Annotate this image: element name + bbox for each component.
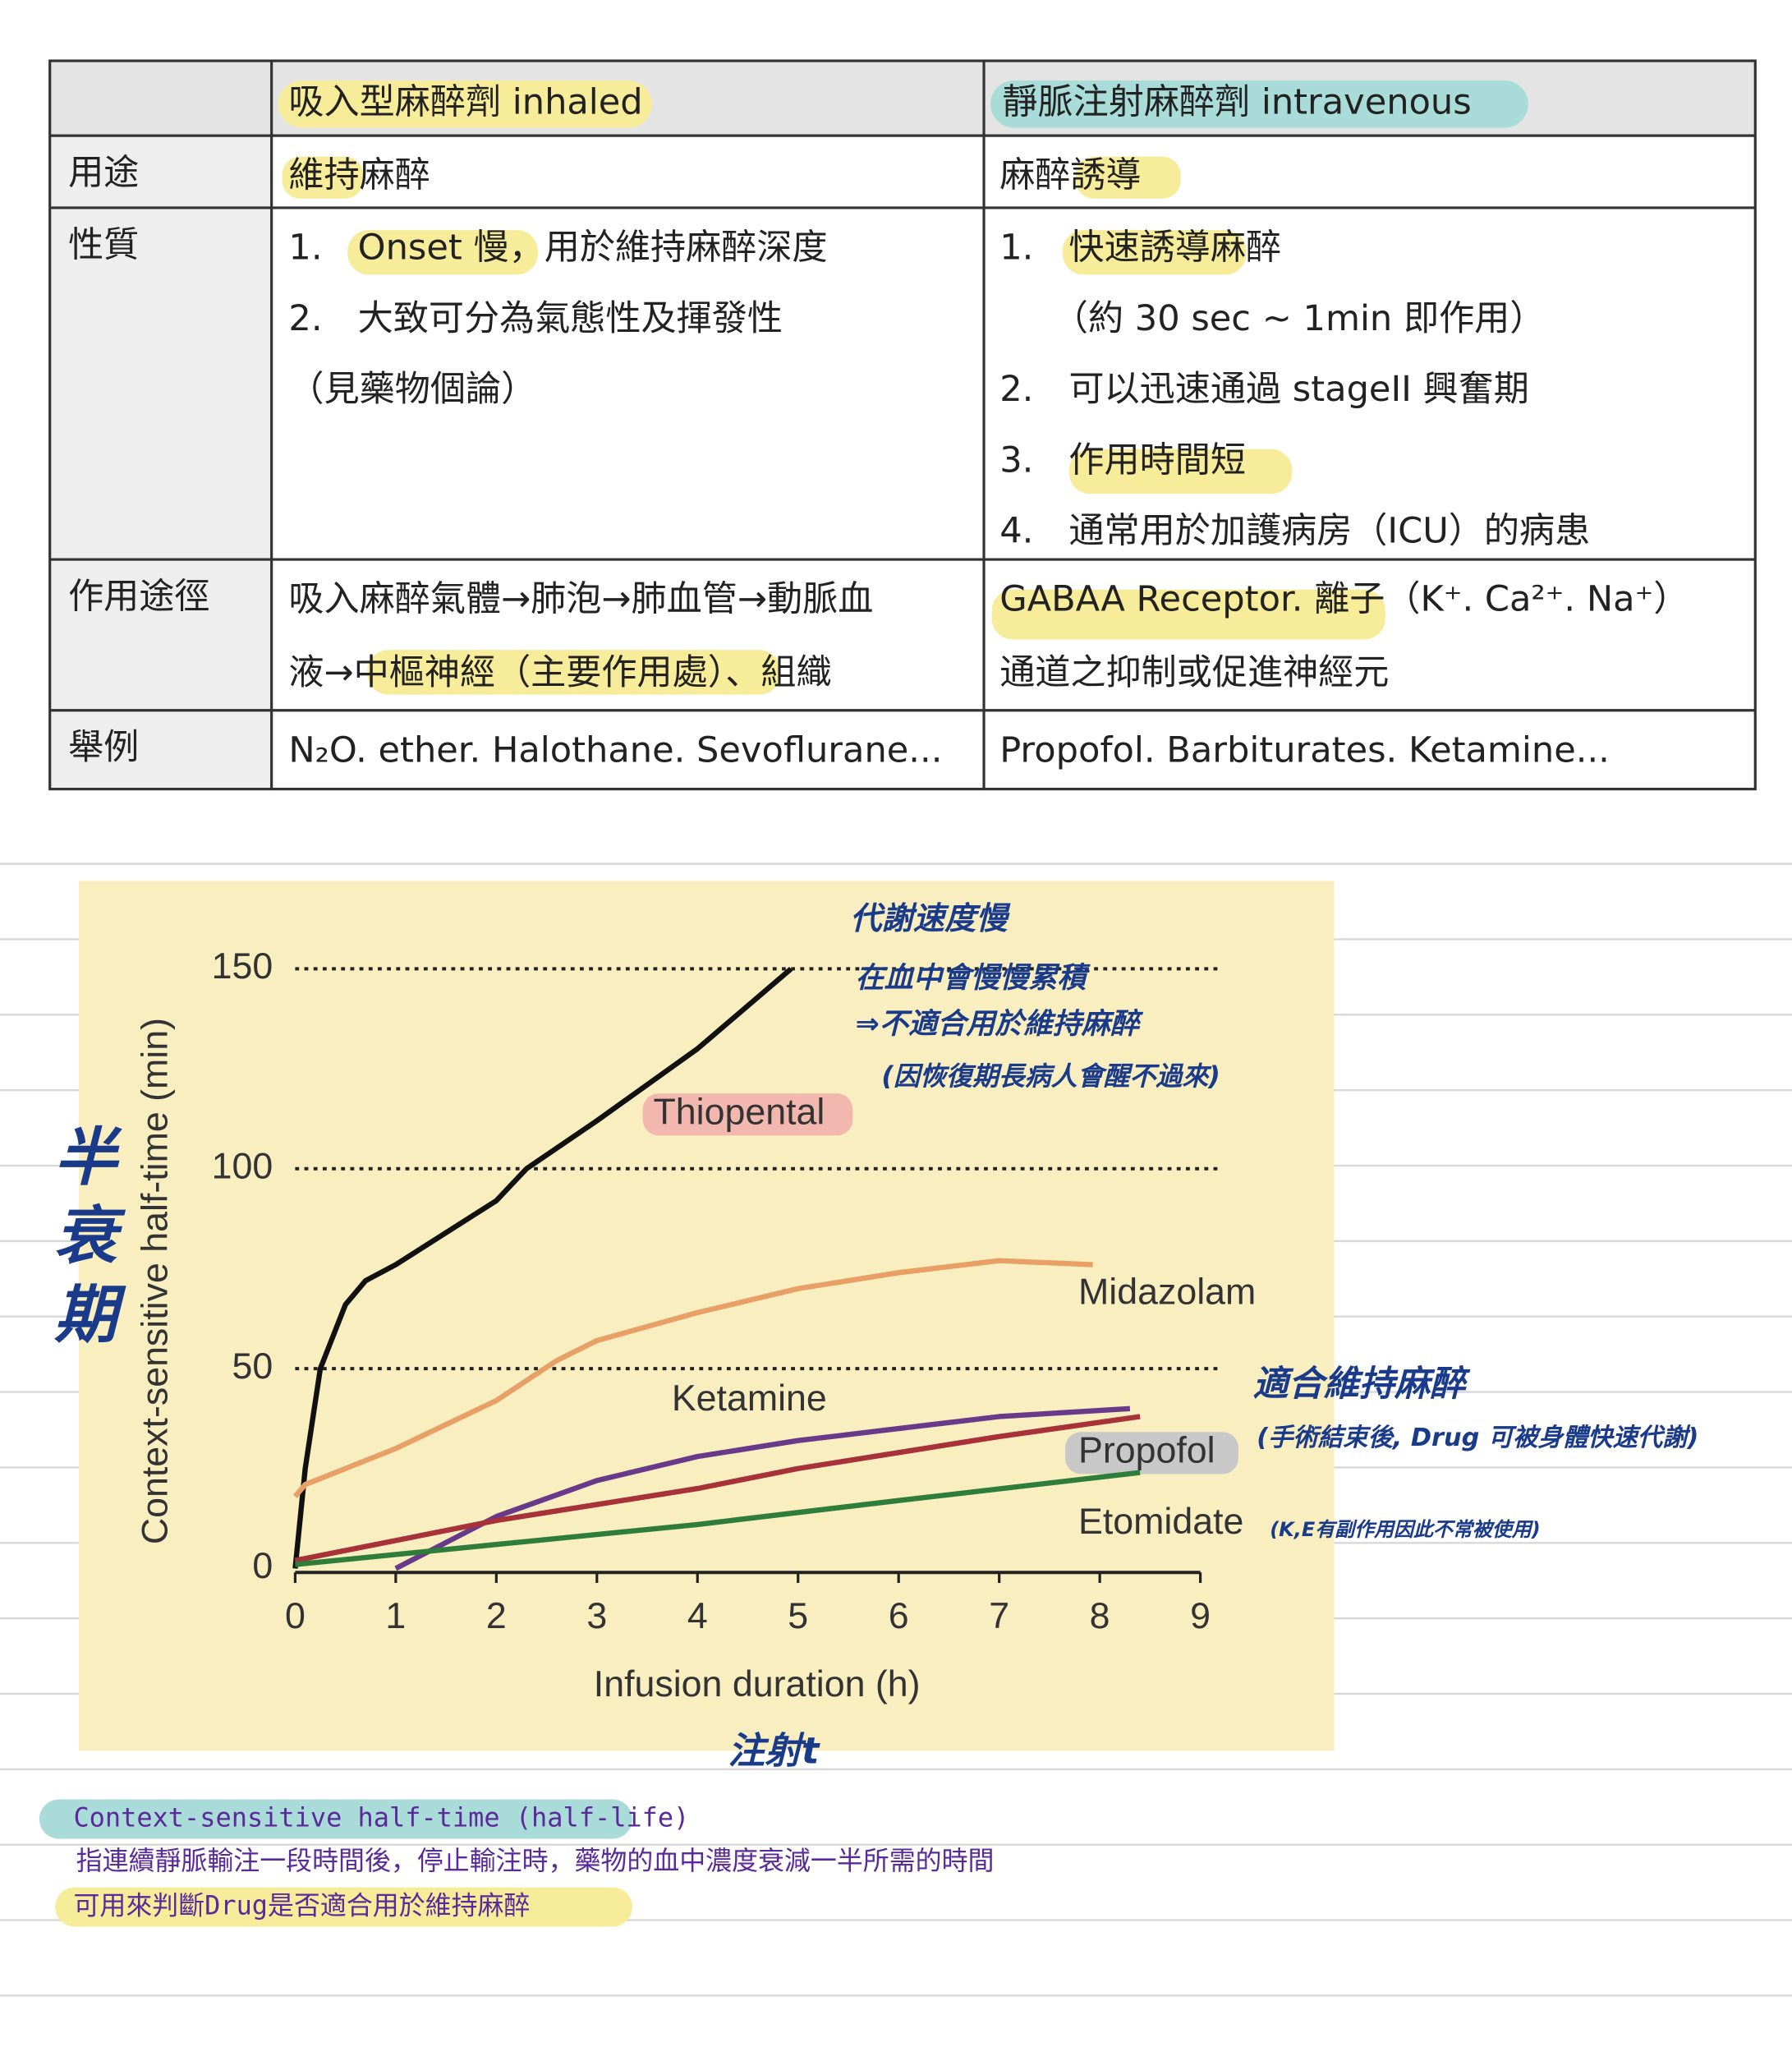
- line-series: [295, 1470, 1141, 1567]
- annotation: 注射t: [728, 1729, 820, 1773]
- cell-line: 4. 通常用於加護病房（ICU）的病患: [999, 511, 1590, 552]
- cell-line: 3. 作用時間短: [999, 439, 1246, 481]
- content: 吸入型麻醉劑 inhaled 靜脈注射麻醉劑 intravenous 用途 維持麻醉 麻…: [44, 81, 1699, 1921]
- x-tick-label: 7: [989, 1596, 1009, 1636]
- cell-line: （見藥物個論）: [288, 369, 536, 410]
- row-label: 舉例: [68, 727, 139, 768]
- series-label: Ketamine: [672, 1378, 827, 1419]
- y-tick-label: 0: [252, 1546, 273, 1586]
- highlight: [347, 230, 538, 275]
- cell-line: 1. 快速誘導麻醉: [999, 228, 1281, 269]
- series-label: Thiopental: [653, 1093, 825, 1133]
- cell-line: 吸入麻醉氣體→肺泡→肺血管→動脈血: [288, 579, 873, 620]
- x-tick-label: 8: [1090, 1596, 1110, 1636]
- cell-line: 2. 大致可分為氣態性及揮發性: [288, 298, 783, 339]
- annotation: ⇒不適合用於維持麻醉: [855, 1007, 1143, 1041]
- annotation: (K,E有副作用因此不常被使用): [1270, 1518, 1540, 1541]
- highlight: [367, 650, 781, 695]
- x-tick-label: 6: [889, 1596, 909, 1636]
- line-series: [292, 966, 793, 1569]
- highlight: [1068, 449, 1293, 495]
- x-tick-label: 4: [687, 1596, 708, 1636]
- table-border: [48, 59, 1757, 791]
- y-tick-label: 150: [212, 946, 273, 987]
- series-label: Etomidate: [1078, 1502, 1243, 1542]
- row-label: 作用途徑: [68, 576, 209, 617]
- cell-line: 維持麻醉: [288, 155, 430, 196]
- highlight: [990, 81, 1528, 128]
- cell-line: Propofol. Barbiturates. Ketamine...: [999, 729, 1610, 771]
- cell-line: 通道之抑制或促進神經元: [999, 652, 1389, 693]
- y-tick-label: 100: [212, 1147, 273, 1187]
- line-series: [394, 1405, 1131, 1571]
- x-tick-label: 1: [385, 1596, 406, 1636]
- highlight: [1062, 230, 1247, 275]
- x-tick-label: 2: [486, 1596, 507, 1636]
- highlight: [991, 589, 1385, 640]
- highlight: [1075, 156, 1181, 199]
- table: [48, 59, 1757, 791]
- note: 指連續靜脈輸注一段時間後，停止輸注時，藥物的血中濃度衰減一半所需的時間: [76, 1845, 995, 1876]
- highlight: [55, 1887, 632, 1927]
- cell-line: GABAA Receptor. 離子（K⁺. Ca²⁺. Na⁺）: [999, 579, 1689, 620]
- highlight: [39, 1799, 632, 1839]
- highlight: [282, 156, 364, 199]
- y-axis-label: Context-sensitive half-time (min): [135, 1018, 175, 1544]
- annotation: 代謝速度慢: [850, 900, 1011, 937]
- row-label: 性質: [68, 224, 139, 265]
- annotation: 在血中會慢慢累積: [855, 961, 1091, 995]
- label-highlight: [642, 1093, 853, 1136]
- annotation: (手術結束後, Drug 可被身體快速代謝): [1257, 1424, 1698, 1452]
- row-label: 用途: [68, 153, 139, 194]
- y-tick-label: 50: [232, 1346, 273, 1387]
- line-series: [292, 1258, 1093, 1498]
- series-label: Propofol: [1078, 1431, 1215, 1471]
- cell-line: 2. 可以迅速通過 stageII 興奮期: [999, 369, 1529, 410]
- cell-line: 麻醉誘導: [999, 155, 1141, 196]
- label-highlight: [1065, 1432, 1238, 1474]
- note: 可用來判斷Drug是否適合用於維持麻醉: [73, 1890, 530, 1921]
- line-series: [294, 1414, 1141, 1563]
- chart-bg: [78, 881, 1335, 1751]
- note: Context-sensitive half-time (half-life): [73, 1802, 689, 1833]
- x-tick-label: 3: [586, 1596, 607, 1636]
- highlight: [278, 81, 652, 128]
- x-tick-label: 5: [788, 1596, 808, 1636]
- x-tick-label: 9: [1190, 1596, 1211, 1636]
- x-tick-label: 0: [285, 1596, 306, 1636]
- cell-line: 液→中樞神經（主要作用處）、組織: [288, 652, 831, 693]
- first-col-bg: [49, 136, 272, 789]
- annotation: 適合維持麻醉: [1252, 1364, 1471, 1405]
- header-cell: 靜脈注射麻醉劑 intravenous: [1002, 81, 1471, 122]
- cell-line: N₂O. ether. Halothane. Sevoflurane...: [288, 729, 942, 771]
- annotation: 半衰期: [44, 1124, 117, 1360]
- cell-line: 1. Onset 慢，用於維持麻醉深度: [288, 228, 827, 269]
- cell-line: （約 30 sec ~ 1min 即作用）: [999, 298, 1545, 339]
- header-cell: 吸入型麻醉劑 inhaled: [288, 81, 642, 122]
- x-axis-label: Infusion duration (h): [594, 1664, 921, 1704]
- series-label: Midazolam: [1078, 1272, 1256, 1312]
- annotation: (因恢復期長病人會醒不過來): [881, 1060, 1220, 1092]
